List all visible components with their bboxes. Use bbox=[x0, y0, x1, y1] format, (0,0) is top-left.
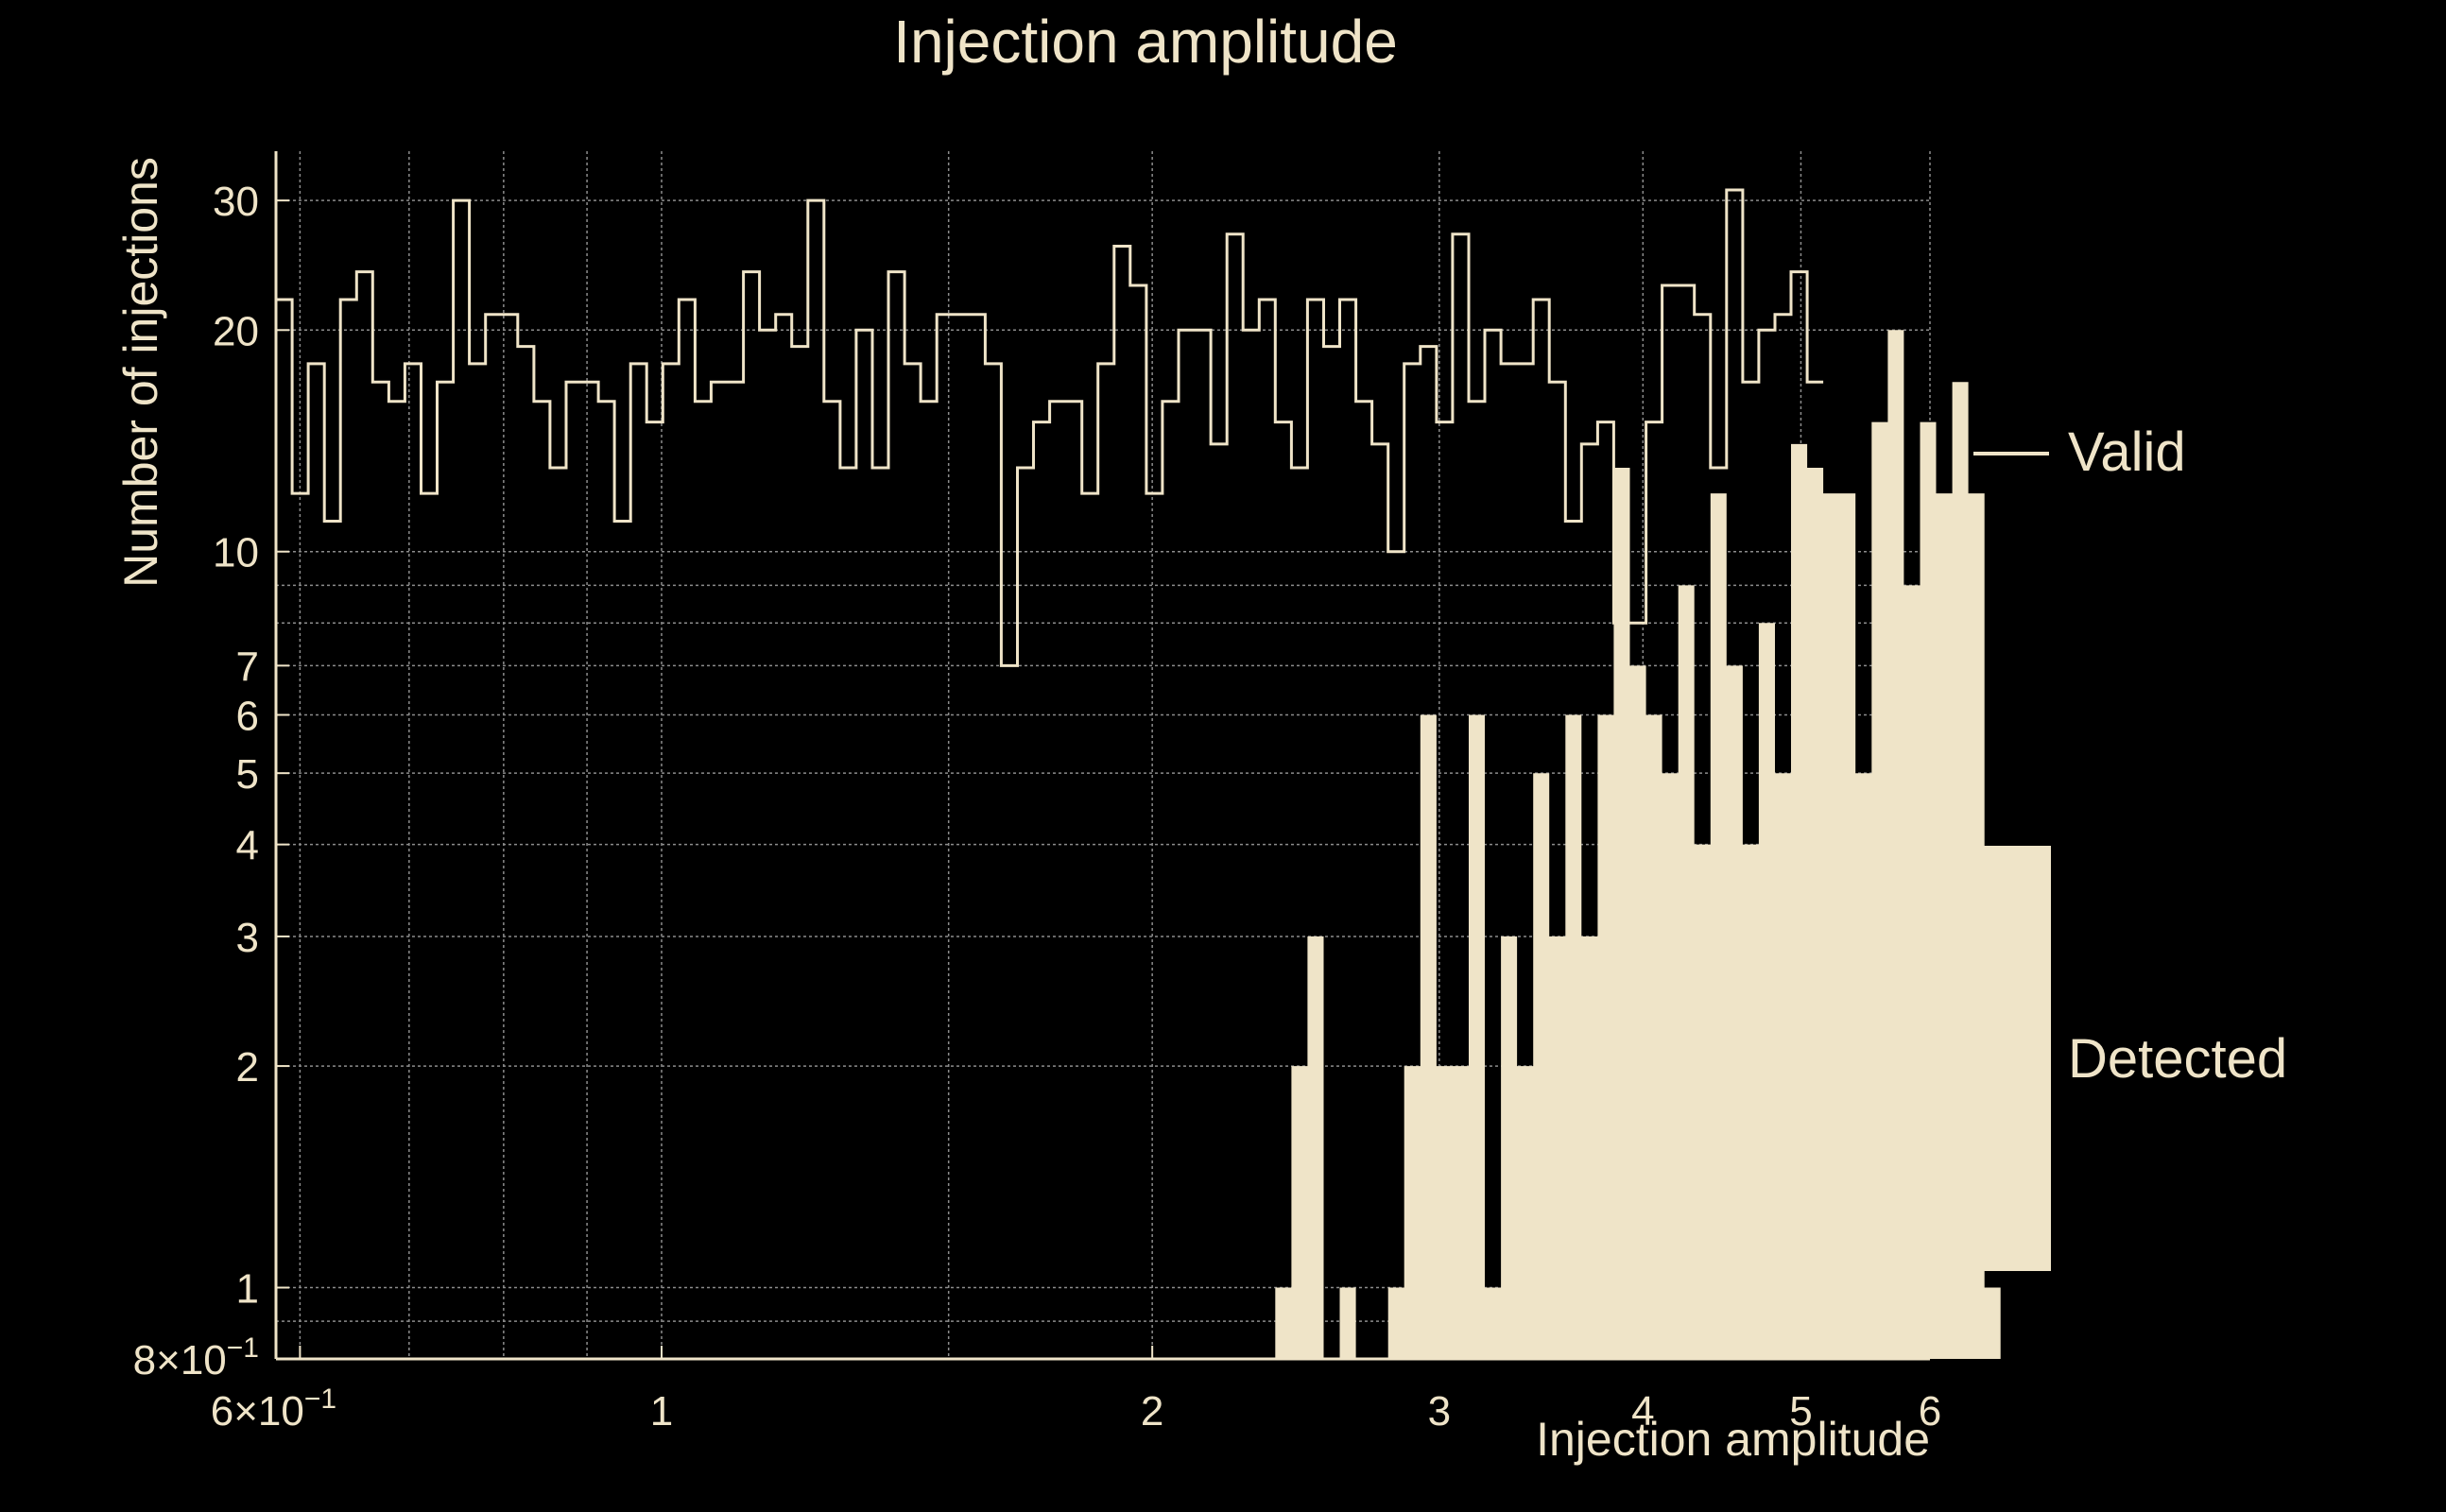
legend-valid-label: Valid bbox=[2068, 421, 2186, 483]
y-tick-label: 2 bbox=[236, 1044, 259, 1091]
legend-detected-label: Detected bbox=[2068, 1028, 2287, 1090]
valid-series-step-line bbox=[276, 188, 1824, 667]
x-tick-label: 6×10−1 bbox=[211, 1383, 336, 1435]
y-tick-label: 5 bbox=[236, 751, 259, 798]
y-tick-label: 1 bbox=[236, 1266, 259, 1313]
x-tick-label: 3 bbox=[1428, 1388, 1451, 1435]
chart-title: Injection amplitude bbox=[893, 8, 1398, 76]
y-tick-label: 6 bbox=[236, 693, 259, 739]
x-tick-label: 5 bbox=[1789, 1388, 1812, 1435]
y-tick-label: 3 bbox=[236, 915, 259, 961]
x-tick-label: 6 bbox=[1919, 1388, 1941, 1435]
y-tick-label: 20 bbox=[213, 308, 259, 354]
x-tick-label: 2 bbox=[1141, 1388, 1163, 1435]
y-tick-label: 7 bbox=[236, 644, 259, 690]
legend: Valid Detected bbox=[1973, 421, 2287, 1271]
axes bbox=[274, 151, 1930, 1361]
y-tick-label: 30 bbox=[213, 179, 259, 225]
detected-series-bars bbox=[1275, 330, 2001, 1359]
x-axis-label: Injection amplitude bbox=[1536, 1413, 1930, 1466]
y-tick-label: 4 bbox=[236, 823, 259, 869]
x-tick-label: 1 bbox=[650, 1388, 673, 1435]
x-tick-label: 4 bbox=[1631, 1388, 1654, 1435]
legend-detected-swatch bbox=[1973, 846, 2051, 1271]
y-tick-label: 8×10−1 bbox=[133, 1332, 259, 1383]
y-tick-label: 10 bbox=[213, 530, 259, 576]
y-axis-label: Number of injections bbox=[114, 157, 167, 588]
